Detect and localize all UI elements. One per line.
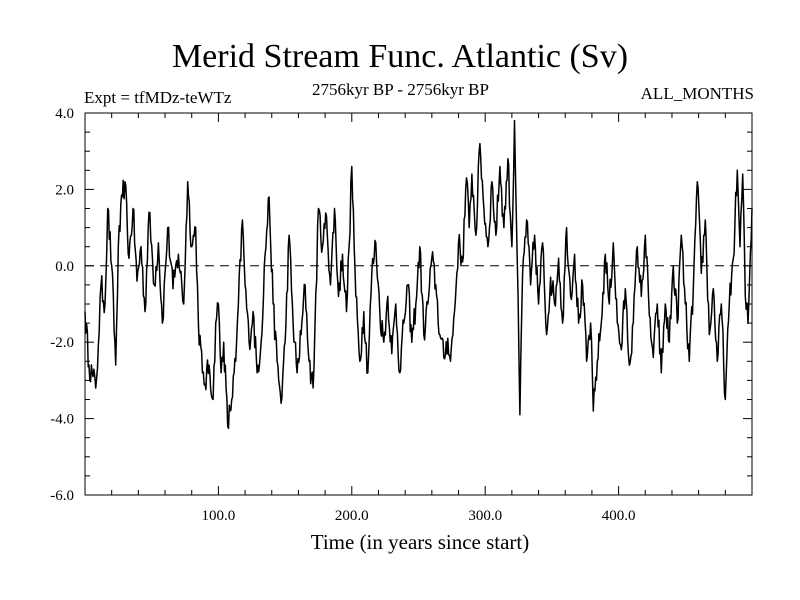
experiment-label: Expt = tfMDz-teWTz	[84, 88, 232, 107]
y-tick-label: -6.0	[50, 488, 74, 504]
x-tick-label: 200.0	[335, 508, 369, 524]
x-tick-label: 400.0	[602, 508, 636, 524]
y-tick-label: -4.0	[50, 412, 74, 428]
x-tick-label: 300.0	[468, 508, 502, 524]
plot-frame	[84, 112, 753, 496]
x-axis-label: Time (in years since start)	[310, 530, 530, 554]
y-tick-label: -2.0	[50, 335, 74, 351]
chart-subtitle: 2756kyr BP - 2756kyr BP	[312, 80, 489, 99]
chart-title: Merid Stream Func. Atlantic (Sv)	[171, 38, 629, 75]
y-tick-label: 0.0	[55, 259, 74, 275]
y-tick-label: 2.0	[55, 182, 74, 198]
y-tick-label: 4.0	[55, 106, 74, 122]
x-tick-label: 100.0	[202, 508, 236, 524]
data-line-series	[84, 119, 753, 430]
months-label: ALL_MONTHS	[640, 84, 754, 103]
